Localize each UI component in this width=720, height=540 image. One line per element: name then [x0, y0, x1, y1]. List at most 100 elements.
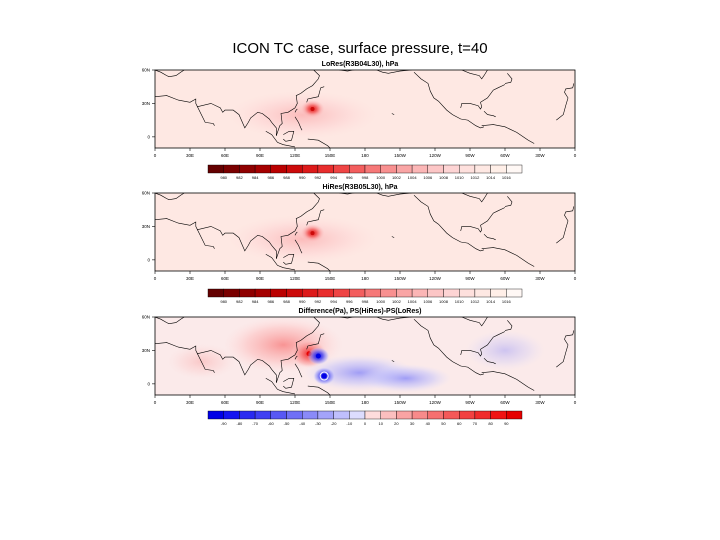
coastline	[265, 254, 296, 271]
colorbar-swatch	[317, 288, 334, 298]
coastline	[155, 218, 215, 249]
colorbar-swatch	[474, 410, 491, 420]
colorbar-swatch	[349, 410, 366, 420]
x-tick-label: 180	[361, 276, 369, 281]
coastline	[460, 207, 506, 233]
colorbar-swatch	[270, 164, 287, 174]
colorbar-label: -50	[284, 421, 291, 426]
colorbar-label: 992	[315, 299, 322, 304]
x-tick-label: 0	[574, 400, 577, 405]
coastline	[276, 193, 320, 259]
coastline	[556, 330, 575, 368]
colorbar-label: 980	[220, 175, 227, 180]
negative-region	[360, 364, 451, 393]
coastline	[276, 317, 320, 383]
panel-title-hires: HiRes(R3B05L30), hPa	[322, 184, 398, 191]
colorbar-swatch	[427, 288, 444, 298]
coastline	[294, 231, 298, 236]
coastline	[481, 371, 535, 391]
coastline	[307, 385, 331, 395]
y-tick-label: 30N	[142, 224, 150, 229]
colorbar-label: 1004	[408, 175, 418, 180]
colorbar-label: 996	[346, 299, 353, 304]
x-tick-label: 30E	[186, 400, 194, 405]
x-tick-label: 60E	[221, 153, 229, 158]
pressure-halo	[227, 91, 378, 139]
colorbar-label: 60	[457, 421, 462, 426]
colorbar-swatch	[506, 288, 523, 298]
y-tick-label: 30N	[142, 101, 150, 106]
colorbar-swatch	[380, 164, 397, 174]
coastline	[339, 193, 355, 195]
colorbar-label: -40	[299, 421, 306, 426]
x-tick-label: 120E	[290, 153, 301, 158]
colorbar-swatch	[506, 164, 523, 174]
coastline	[481, 124, 535, 144]
coastline	[283, 254, 295, 265]
coastline	[155, 317, 185, 325]
x-tick-label: 90E	[256, 400, 264, 405]
y-tick-label: 0	[147, 381, 150, 386]
colorbar-swatch	[207, 410, 224, 420]
map-panel-0: 0 30E 60E 90E 120E 150E 180 150W 120W 90W 60W 30W 0 6…	[142, 68, 577, 181]
colorbar-label: 990	[299, 299, 306, 304]
y-tick-label: 60N	[142, 315, 150, 320]
colorbar-swatch	[427, 164, 444, 174]
colorbar-label: 1014	[486, 299, 496, 304]
x-tick-label: 60W	[500, 400, 510, 405]
coastline	[307, 261, 331, 271]
coastline	[196, 350, 277, 383]
coastline	[481, 247, 535, 267]
x-tick-label: 150W	[394, 153, 407, 158]
colorbar-swatch	[302, 164, 319, 174]
coastline	[294, 239, 303, 254]
colorbar-swatch	[411, 410, 429, 420]
coastline	[276, 70, 320, 136]
negative-region	[465, 330, 545, 371]
colorbar-label: 1002	[392, 299, 402, 304]
colorbar-label: 998	[362, 175, 369, 180]
colorbar-label: 998	[362, 299, 369, 304]
x-tick-label: 90W	[465, 153, 475, 158]
colorbar-label: 994	[330, 299, 337, 304]
colorbar-label: 1006	[423, 299, 433, 304]
coastline	[339, 317, 355, 319]
colorbar-swatch	[302, 410, 319, 420]
colorbar-swatch	[286, 164, 303, 174]
colorbar-label: 982	[236, 299, 243, 304]
figure-title: ICON TC case, surface pressure, t=40	[232, 40, 488, 57]
x-tick-label: 150E	[325, 400, 336, 405]
colorbar-label: 90	[504, 421, 509, 426]
colorbar-swatch	[396, 164, 413, 174]
colorbar-label: 70	[473, 421, 478, 426]
colorbar-label: 10	[378, 421, 383, 426]
colorbar-label: 990	[299, 175, 306, 180]
colorbar-label: 80	[488, 421, 493, 426]
colorbar-label: 984	[252, 299, 259, 304]
negative-feature-core	[315, 353, 321, 359]
x-tick-label: 120W	[429, 276, 442, 281]
colorbar-label: 40	[426, 421, 431, 426]
colorbar-swatch	[459, 164, 476, 174]
colorbar-swatch	[411, 164, 429, 174]
colorbar-swatch	[270, 288, 287, 298]
coastline	[155, 95, 215, 126]
colorbar-label: 1000	[376, 299, 386, 304]
x-tick-label: 0	[574, 276, 577, 281]
x-tick-label: 150E	[325, 153, 336, 158]
colorbar-swatch	[333, 410, 350, 420]
coastline	[483, 233, 496, 241]
colorbar-swatch	[364, 288, 381, 298]
colorbar-swatch	[317, 410, 334, 420]
x-tick-label: 180	[361, 400, 369, 405]
storm-core	[310, 231, 315, 236]
coastline	[306, 86, 325, 103]
x-tick-label: 30W	[535, 153, 545, 158]
x-tick-label: 90W	[465, 400, 475, 405]
colorbar-label: 1016	[502, 175, 512, 180]
colorbar-swatch	[474, 288, 491, 298]
x-tick-label: 150W	[394, 276, 407, 281]
colorbar-label: 1008	[439, 175, 449, 180]
colorbar-swatch	[443, 410, 460, 420]
